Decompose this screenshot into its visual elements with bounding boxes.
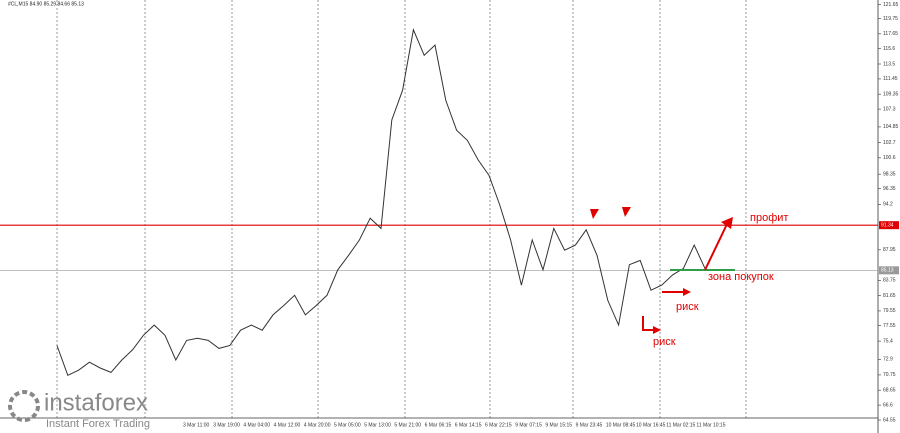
x-tick-label: 4 Mar 12:00 bbox=[274, 422, 301, 428]
y-tick-label: 83.75 bbox=[883, 278, 896, 284]
y-tick-label: 100.6 bbox=[883, 155, 896, 161]
y-tick-label: 75.4 bbox=[883, 338, 893, 344]
level-label: 85.13 bbox=[881, 268, 894, 274]
y-tick-label: 119.75 bbox=[883, 16, 898, 22]
arrow-head bbox=[683, 288, 691, 296]
top-marker bbox=[590, 209, 599, 219]
x-tick-label: 11 Mar 10:15 bbox=[696, 422, 725, 428]
y-tick-label: 66.6 bbox=[883, 402, 893, 408]
y-tick-label: 70.75 bbox=[883, 372, 896, 378]
y-tick-label: 98.35 bbox=[883, 172, 896, 178]
x-tick-label: 3 Mar 11:00 bbox=[183, 422, 210, 428]
x-tick-label: 6 Mar 22:15 bbox=[485, 422, 512, 428]
x-tick-label: 4 Mar 04:00 bbox=[243, 422, 270, 428]
level-label: 91.34 bbox=[881, 222, 894, 228]
x-tick-label: 9 Mar 23:45 bbox=[576, 422, 603, 428]
y-tick-label: 87.95 bbox=[883, 247, 896, 253]
y-tick-label: 102.7 bbox=[883, 140, 896, 146]
x-tick-label: 10 Mar 16:45 bbox=[636, 422, 666, 428]
x-tick-label: 5 Mar 05:00 bbox=[334, 422, 361, 428]
y-tick-label: 109.35 bbox=[883, 92, 899, 98]
price-line bbox=[56, 28, 706, 376]
annotation: риск bbox=[653, 336, 676, 348]
risk-arrow bbox=[642, 316, 654, 331]
x-tick-label: 9 Mar 07:15 bbox=[515, 422, 542, 428]
v-grid bbox=[56, 0, 747, 418]
top-marker bbox=[622, 207, 631, 217]
drawings bbox=[590, 207, 735, 334]
y-tick-label: 81.65 bbox=[883, 293, 896, 299]
x-tick-label: 6 Mar 06:15 bbox=[425, 422, 452, 428]
y-tick-label: 107.3 bbox=[883, 106, 896, 112]
x-tick-label: 11 Mar 02:15 bbox=[666, 422, 695, 428]
y-tick-label: 111.45 bbox=[883, 76, 898, 82]
logo-brand: instaforex bbox=[44, 389, 148, 416]
x-tick-label: 3 Mar 19:00 bbox=[213, 422, 240, 428]
logo: instaforex Instant Forex Trading bbox=[8, 389, 150, 430]
logo-icon bbox=[8, 390, 40, 422]
x-tick-label: 5 Mar 21:00 bbox=[394, 422, 421, 428]
arrow-head bbox=[721, 217, 733, 229]
header: #CL,M15 84.90 85.29 84.66 85.13 bbox=[8, 1, 84, 7]
annotation: зона покупок bbox=[708, 271, 774, 283]
arrow-head bbox=[653, 326, 661, 334]
y-tick-label: 77.55 bbox=[883, 323, 896, 329]
annotation: риск bbox=[676, 301, 699, 313]
y-tick-label: 79.55 bbox=[883, 308, 896, 314]
x-tick-label: 5 Mar 13:00 bbox=[364, 422, 391, 428]
annotation: профит bbox=[750, 212, 788, 224]
y-tick-label: 72.9 bbox=[883, 357, 893, 363]
y-tick-label: 115.6 bbox=[883, 46, 895, 52]
y-tick-label: 94.2 bbox=[883, 202, 893, 208]
profit-arrow bbox=[704, 221, 729, 271]
y-tick-label: 64.55 bbox=[883, 417, 896, 423]
x-tick-label: 6 Mar 14:15 bbox=[455, 422, 482, 428]
logo-tagline: Instant Forex Trading bbox=[46, 418, 150, 430]
level-tag bbox=[879, 221, 899, 230]
y-tick-label: 113.5 bbox=[883, 61, 895, 67]
y-tick-label: 117.65 bbox=[883, 31, 898, 37]
y-tick-label: 104.85 bbox=[883, 124, 899, 130]
y-tick-label: 121.65 bbox=[883, 2, 899, 8]
x-tick-label: 9 Mar 15:15 bbox=[545, 422, 572, 428]
x-tick-label: 4 Mar 20:00 bbox=[304, 422, 331, 428]
y-tick-label: 68.65 bbox=[883, 388, 896, 394]
x-tick-label: 10 Mar 08:45 bbox=[606, 422, 636, 428]
level-tag bbox=[879, 266, 899, 275]
y-tick-label: 96.35 bbox=[883, 186, 896, 192]
